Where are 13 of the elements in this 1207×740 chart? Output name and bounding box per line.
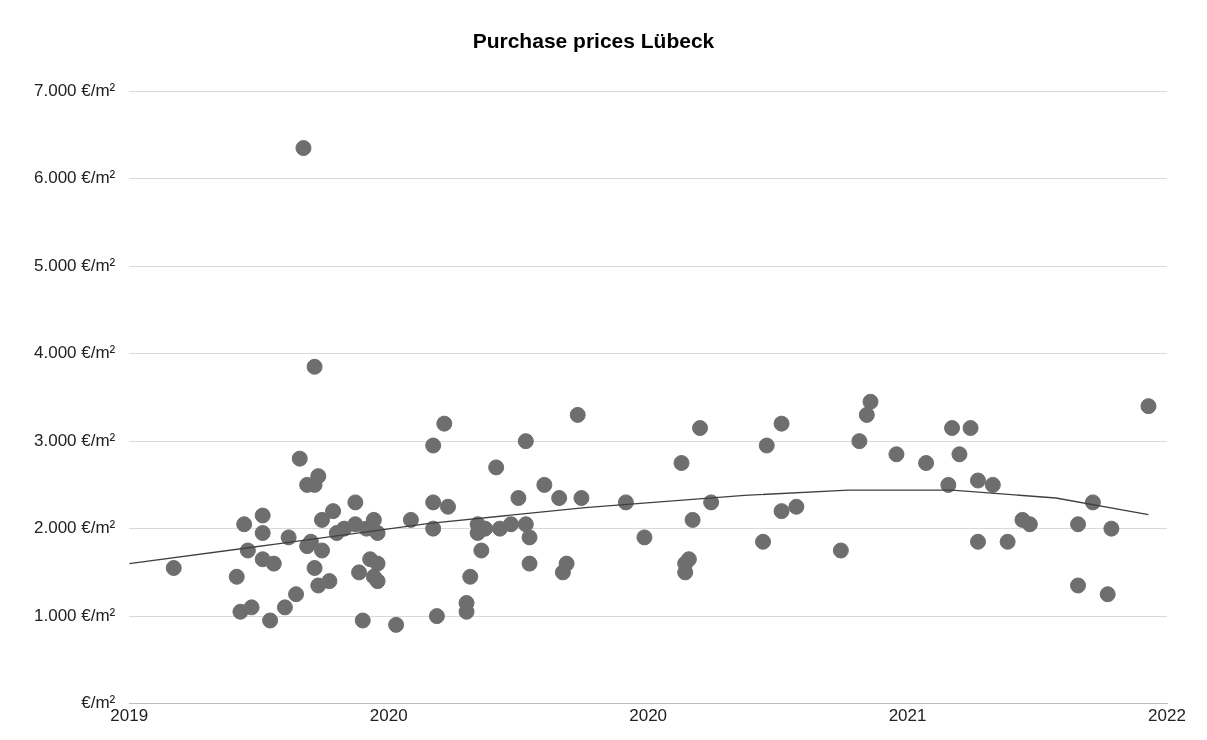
x-tick-label: 2020 [629,706,668,726]
y-tick-label: 5.000 €/m² [34,255,116,275]
x-tick-label: 2019 [110,706,149,726]
y-tick-label: 4.000 €/m² [34,343,116,363]
y-tick-label: 7.000 €/m² [34,80,116,100]
y-tick-label: 2.000 €/m² [34,518,116,538]
x-tick-label: 2022 [1148,706,1186,726]
y-tick-label: 1.000 €/m² [34,605,116,625]
x-tick-label: 2020 [369,706,408,726]
y-tick-label: 6.000 €/m² [34,168,116,188]
x-tick-label: 2021 [888,706,927,726]
chart-title: Purchase prices Lübeck [472,29,715,53]
y-tick-label: 3.000 €/m² [34,430,116,450]
